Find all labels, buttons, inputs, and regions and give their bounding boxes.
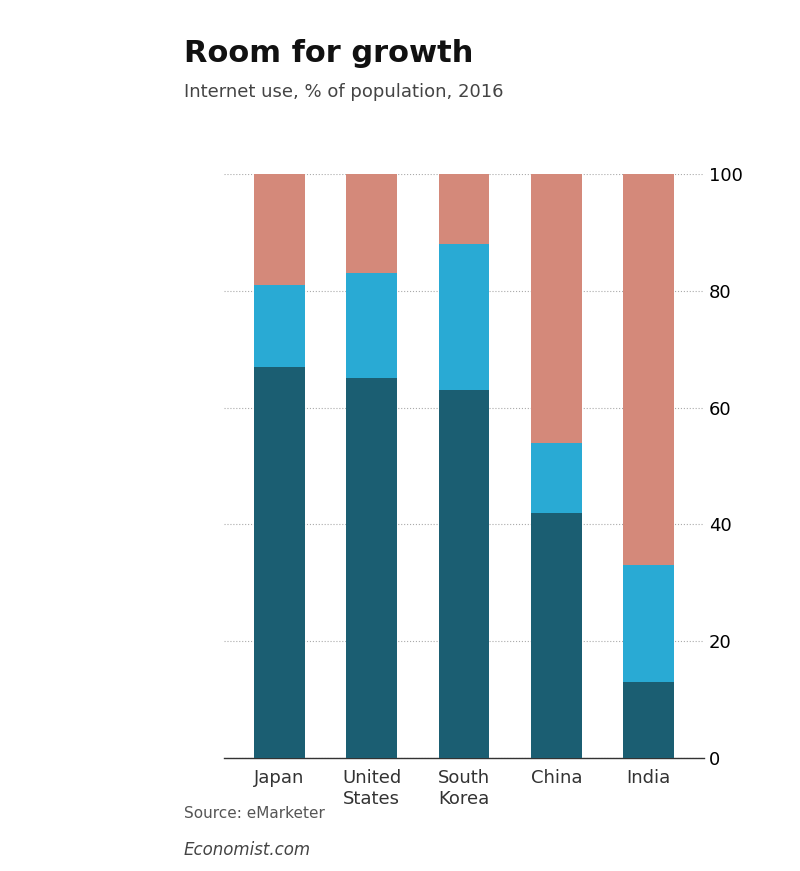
Bar: [346, 273, 397, 378]
Bar: [346, 378, 397, 758]
Bar: [623, 174, 674, 565]
Text: Room for growth: Room for growth: [184, 39, 474, 68]
Bar: [438, 244, 490, 390]
Bar: [438, 174, 490, 244]
Bar: [531, 442, 582, 513]
Bar: [531, 513, 582, 758]
Bar: [438, 390, 490, 758]
Bar: [623, 565, 674, 682]
Text: Economist.com: Economist.com: [184, 841, 311, 859]
Text: Source: eMarketer: Source: eMarketer: [184, 806, 325, 820]
Bar: [254, 367, 305, 758]
Bar: [254, 285, 305, 367]
Bar: [254, 174, 305, 285]
Bar: [531, 174, 582, 442]
Text: Internet use, % of population, 2016: Internet use, % of population, 2016: [184, 83, 503, 101]
Bar: [346, 174, 397, 273]
Bar: [623, 682, 674, 758]
